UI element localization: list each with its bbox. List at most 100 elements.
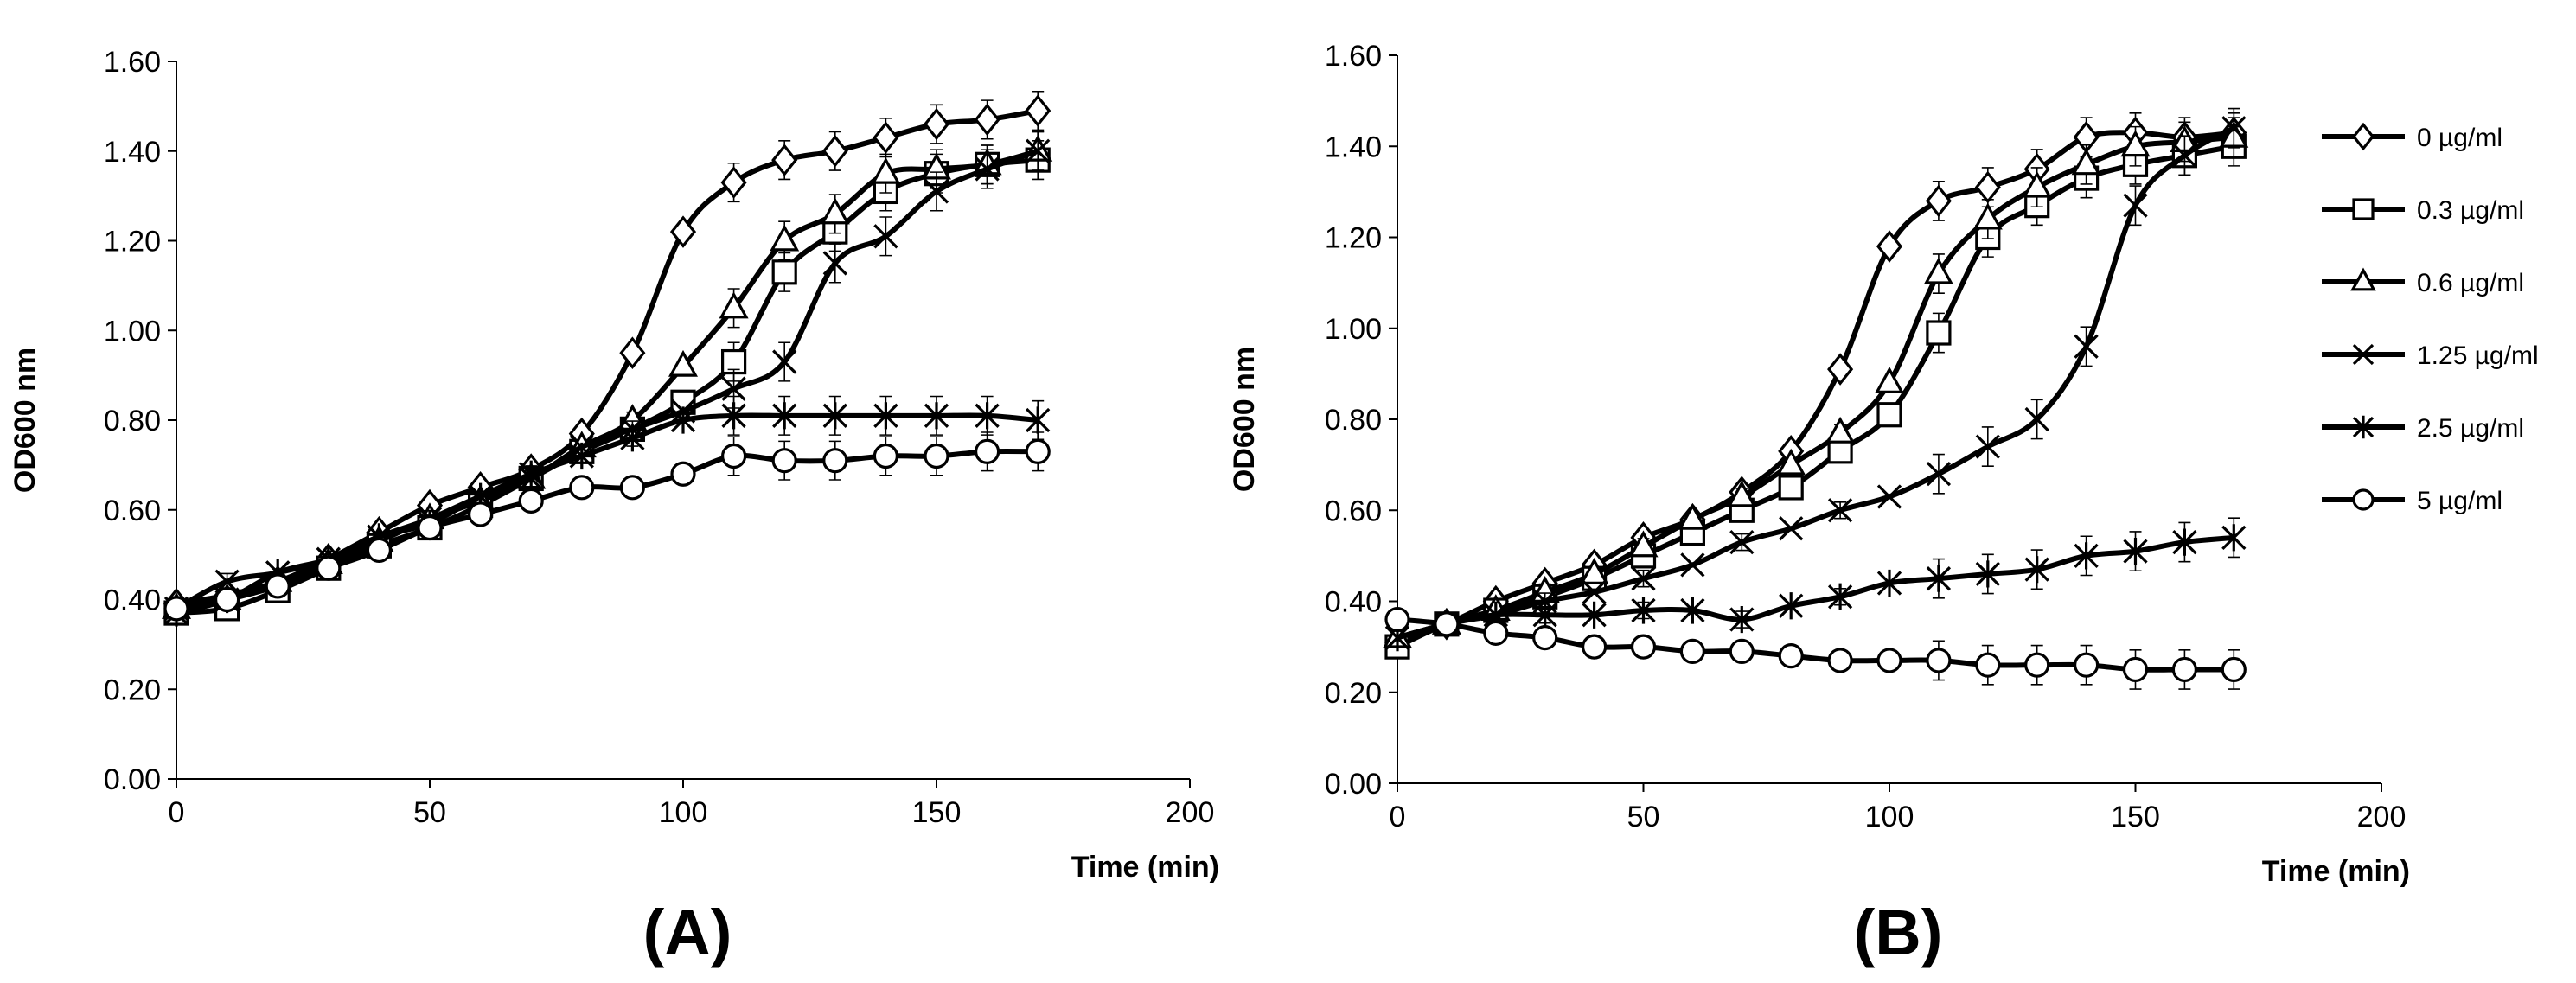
data-point xyxy=(2074,334,2099,359)
chart-panel-a: 0.00 0.20 0.40 0.60 0.80 1.00 1.20 1.40 1.60 0 50 1… xyxy=(9,46,1219,968)
data-point xyxy=(1926,565,1952,592)
data-point xyxy=(2024,406,2049,432)
data-point xyxy=(822,402,847,430)
x-tick-label: 150 xyxy=(912,796,962,829)
series-line xyxy=(1397,616,2234,673)
legend-marker xyxy=(2352,198,2375,220)
y-axis-label: OD600 nm xyxy=(9,348,42,493)
data-point xyxy=(975,402,1000,430)
data-point xyxy=(2120,130,2151,157)
data-point xyxy=(163,596,189,622)
data-point xyxy=(1532,624,1558,651)
data-point xyxy=(721,402,746,430)
legend-label: 1.25 µg/ml xyxy=(2417,341,2539,370)
data-point xyxy=(772,402,797,430)
data-point xyxy=(871,156,901,184)
data-point xyxy=(1025,438,1051,464)
data-point xyxy=(1876,230,1903,263)
data-point xyxy=(467,501,494,527)
data-point xyxy=(417,514,443,541)
data-point xyxy=(873,121,899,154)
data-point xyxy=(720,166,747,199)
x-tick-label: 0 xyxy=(169,796,185,829)
data-point xyxy=(2122,656,2149,683)
series-line xyxy=(176,157,1039,616)
data-point xyxy=(1026,406,1051,434)
data-point xyxy=(1926,320,1952,346)
data-point xyxy=(2221,116,2247,141)
data-point xyxy=(771,448,797,474)
data-point xyxy=(1827,498,1853,523)
legend-entry: 2.5 µg/ml xyxy=(2322,414,2524,443)
data-point xyxy=(1384,606,1410,633)
data-point xyxy=(1975,434,2000,459)
data-point xyxy=(924,402,949,430)
data-point xyxy=(1483,620,1509,646)
series-0.6-ugml xyxy=(1382,117,2249,648)
data-point xyxy=(214,586,240,613)
data-point xyxy=(2172,528,2197,556)
data-point xyxy=(619,475,646,501)
data-point xyxy=(1779,592,1804,620)
data-point xyxy=(1582,579,1607,605)
series-5-ugml xyxy=(163,431,1051,622)
data-point xyxy=(1680,597,1705,624)
series-line xyxy=(175,148,1039,611)
data-point xyxy=(2123,193,2148,218)
legend-marker xyxy=(2351,122,2375,151)
data-point xyxy=(519,460,544,488)
series-5-ugml xyxy=(1384,606,2247,690)
legend-entry: 0.6 µg/ml xyxy=(2322,267,2524,297)
data-point xyxy=(2074,652,2100,678)
x-tick-label: 200 xyxy=(2357,801,2407,833)
data-point xyxy=(670,461,696,487)
legend-marker xyxy=(2352,488,2375,511)
data-point xyxy=(1026,138,1051,163)
data-point xyxy=(1974,170,2001,204)
data-point xyxy=(2022,170,2052,198)
data-point xyxy=(670,406,696,434)
y-tick-label: 1.00 xyxy=(1325,313,1382,346)
legend-entry: 0 µg/ml xyxy=(2322,122,2502,152)
data-point xyxy=(1926,648,1952,673)
y-tick-label: 1.20 xyxy=(1325,222,1382,255)
series-line xyxy=(1396,144,2234,649)
legend-marker xyxy=(2352,415,2375,439)
y-tick-label: 0.20 xyxy=(1325,677,1382,710)
data-point xyxy=(1678,502,1708,530)
data-point xyxy=(366,537,392,564)
chart-panel-b: 0.00 0.20 0.40 0.60 0.80 1.00 1.20 1.40 1.60 0 50 1… xyxy=(1228,40,2539,968)
data-point xyxy=(1825,416,1856,444)
data-point xyxy=(1778,475,1804,501)
y-tick-label: 0.60 xyxy=(104,495,161,527)
data-point xyxy=(822,448,848,474)
series-line xyxy=(176,412,1039,616)
series-line xyxy=(176,108,1039,607)
legend-entry: 1.25 µg/ml xyxy=(2322,341,2539,370)
data-point xyxy=(820,197,850,225)
data-point xyxy=(214,569,240,594)
data-point xyxy=(2172,143,2197,168)
legend-entry: 0.3 µg/ml xyxy=(2322,196,2524,225)
data-point xyxy=(1778,643,1804,669)
data-point xyxy=(924,179,949,204)
data-point xyxy=(924,443,949,469)
series-0-ugml xyxy=(1384,112,2247,659)
y-tick-label: 0.40 xyxy=(104,584,161,617)
series-2.5-ugml xyxy=(1384,517,2247,652)
data-point xyxy=(721,376,746,401)
data-point xyxy=(1827,583,1853,610)
series-2.5-ugml xyxy=(163,395,1051,627)
series-1.25-ugml xyxy=(1384,107,2247,650)
data-point xyxy=(771,259,797,285)
data-point xyxy=(873,443,899,469)
data-point xyxy=(1579,558,1609,584)
data-point xyxy=(2024,556,2049,584)
y-tick-label: 1.40 xyxy=(104,136,161,169)
data-point xyxy=(1434,611,1460,637)
data-point xyxy=(1025,94,1051,127)
y-tick-label: 1.60 xyxy=(1325,40,1382,73)
data-point xyxy=(821,134,848,168)
data-point xyxy=(923,107,950,141)
